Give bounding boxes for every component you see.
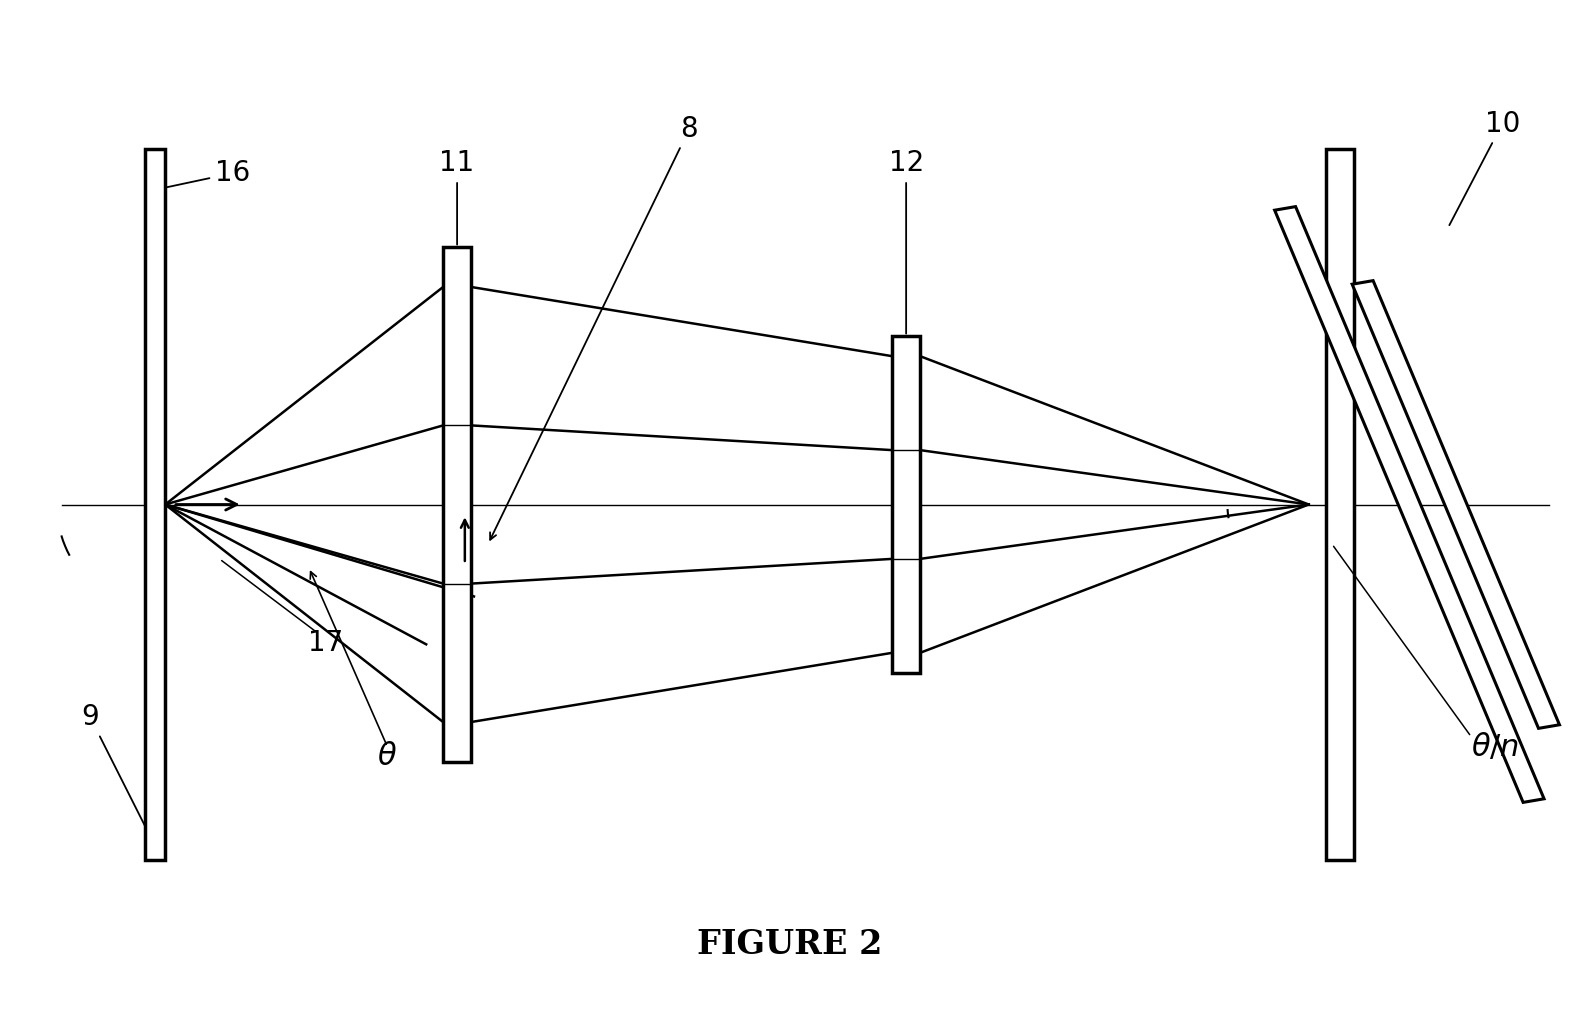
Polygon shape	[1352, 281, 1559, 728]
Text: $\theta$: $\theta$	[378, 743, 398, 771]
Text: 9: 9	[81, 703, 147, 828]
Text: 17: 17	[308, 629, 343, 657]
Text: 8: 8	[490, 115, 698, 540]
Text: $\theta/n$: $\theta/n$	[1471, 732, 1520, 762]
Bar	[1326, 148, 1354, 861]
Text: 12: 12	[888, 149, 924, 334]
Text: 10: 10	[1449, 110, 1520, 225]
Polygon shape	[1275, 207, 1544, 802]
Text: 16: 16	[166, 159, 250, 188]
Bar	[893, 336, 920, 673]
Text: 11: 11	[439, 149, 474, 244]
Text: FIGURE 2: FIGURE 2	[697, 928, 883, 961]
Bar	[145, 148, 166, 861]
Bar	[442, 247, 471, 762]
